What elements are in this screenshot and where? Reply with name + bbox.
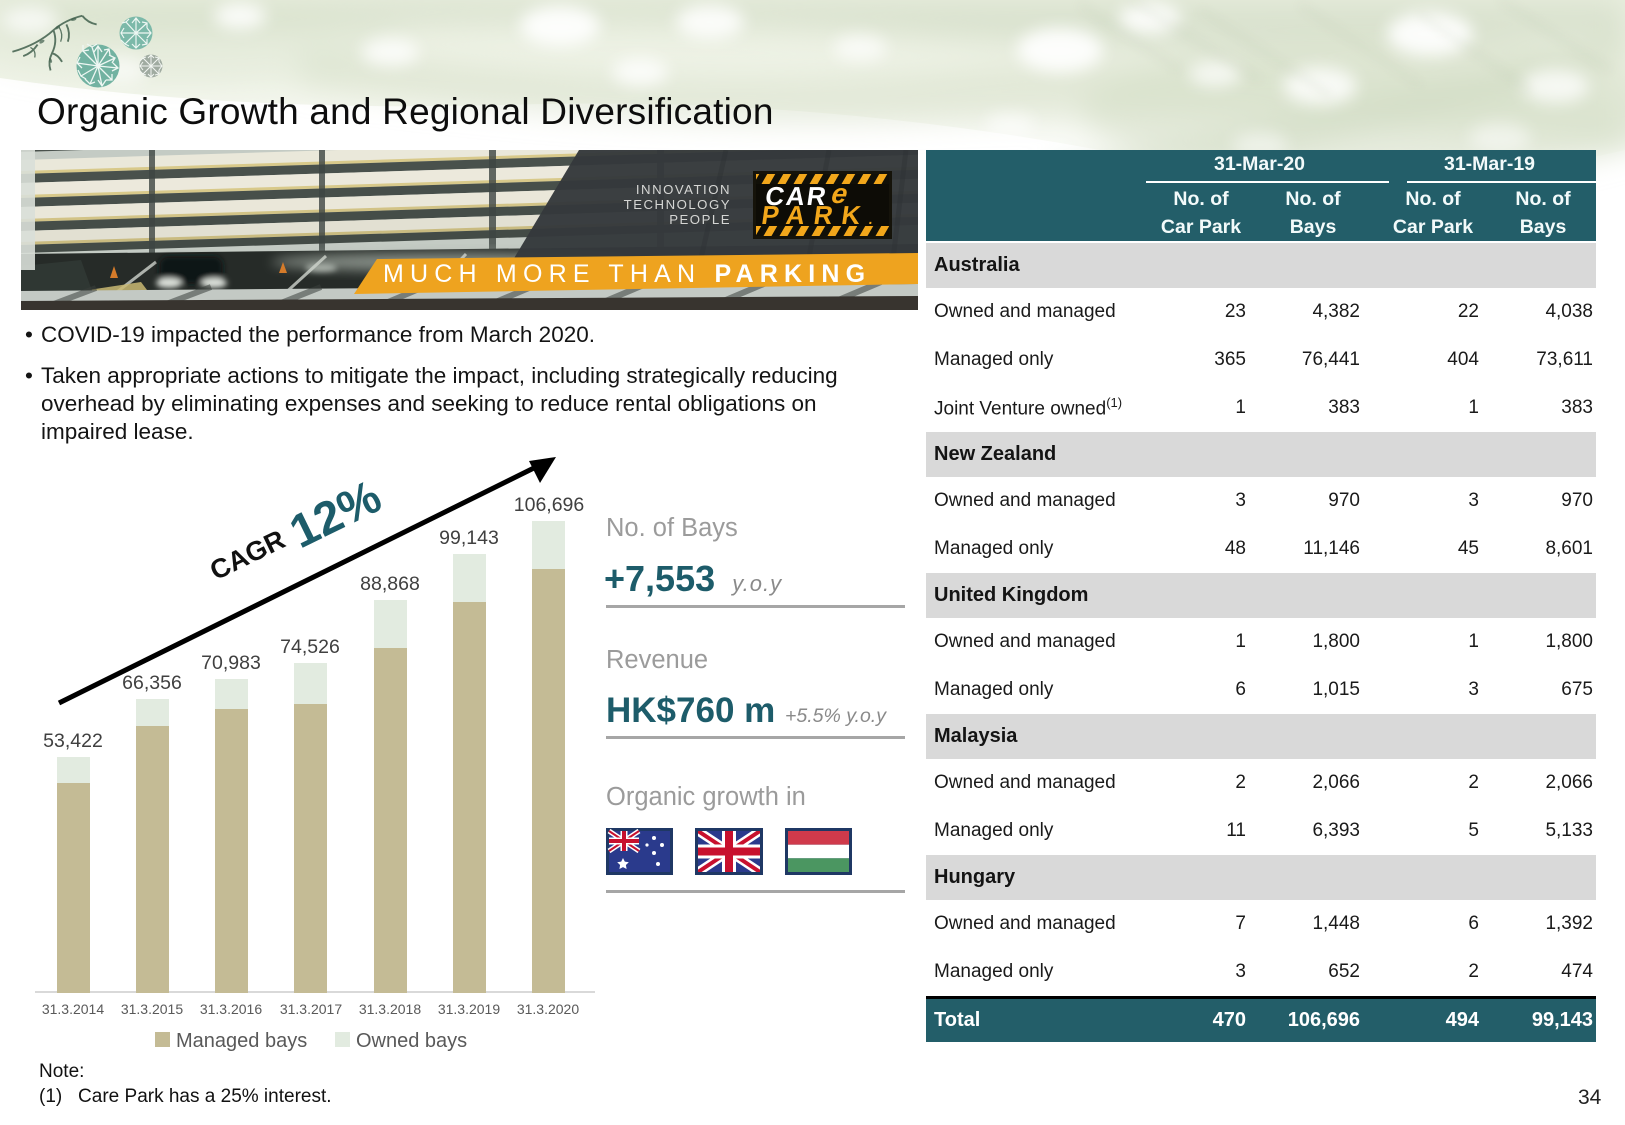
svg-text:e: e (830, 178, 850, 209)
svg-text:INNOVATION: INNOVATION (636, 182, 731, 197)
svg-text:PEOPLE: PEOPLE (669, 212, 731, 227)
svg-text:PARK.: PARK. (760, 200, 885, 230)
svg-text:TECHNOLOGY: TECHNOLOGY (624, 197, 731, 212)
svg-text:CAR: CAR (763, 181, 829, 211)
svg-text:MUCH MORE THAN PARKING: MUCH MORE THAN PARKING (383, 260, 871, 288)
